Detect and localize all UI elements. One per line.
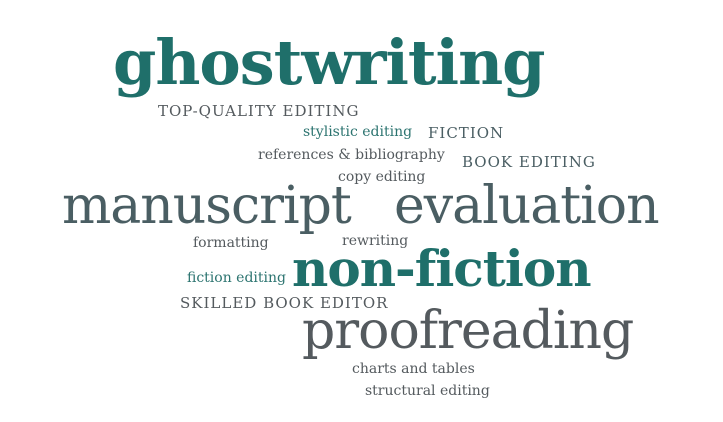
word-formatting: formatting (193, 235, 269, 251)
word-rewriting: rewriting (342, 233, 409, 249)
word-fiction-editing: fiction editing (187, 270, 286, 286)
word-structural-editing: structural editing (365, 383, 490, 399)
word-copy-editing: copy editing (338, 169, 426, 185)
word-book-editing: BOOK EDITING (462, 153, 596, 171)
word-references-bibliography: references & bibliography (258, 147, 445, 163)
word-proofreading: proofreading (302, 301, 634, 361)
word-skilled-book-editor: SKILLED BOOK EDITOR (180, 294, 389, 312)
word-ghostwriting: ghostwriting (113, 26, 546, 99)
word-top-quality-editing: TOP-QUALITY EDITING (158, 102, 360, 120)
word-manuscript: manuscript (62, 176, 352, 236)
word-non-fiction: non-fiction (292, 239, 592, 298)
word-charts-and-tables: charts and tables (352, 361, 475, 377)
word-stylistic-editing: stylistic editing (303, 124, 413, 140)
word-fiction: FICTION (428, 124, 505, 142)
word-evaluation: evaluation (394, 176, 660, 236)
